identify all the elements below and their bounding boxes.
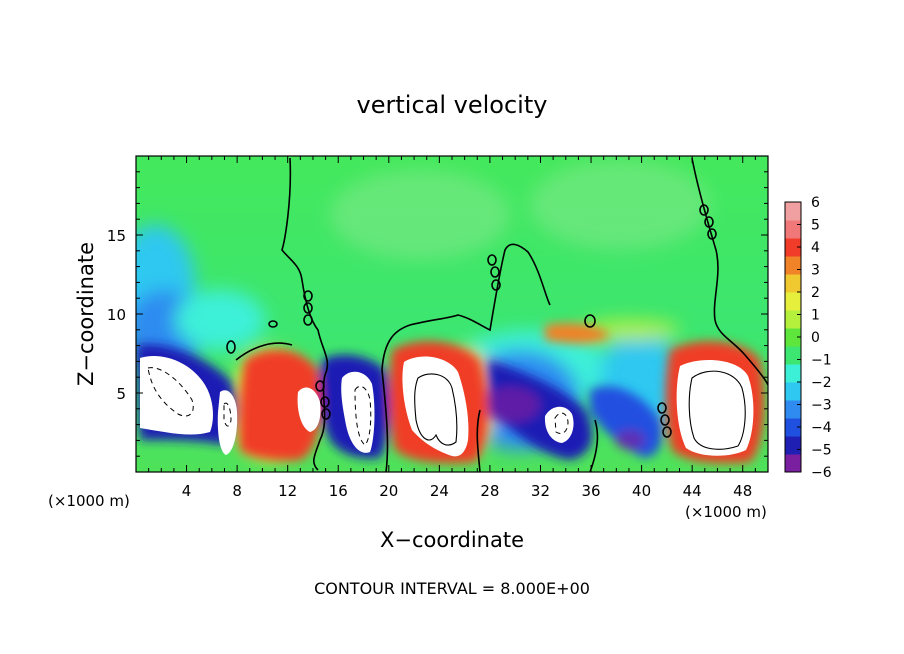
colorbar-swatch [785,418,801,437]
colorbar-swatch [785,364,801,383]
colorbar-tick-label: 1 [811,308,820,324]
colorbar-swatch [785,328,801,347]
small-contour-loop [657,402,667,414]
small-contour-loop [226,340,236,354]
colorbar-swatch [785,220,801,239]
y-axis: 5 10 15 [107,171,768,457]
y-axis-label: Z−coordinate [74,242,98,386]
updraft-region [239,349,321,461]
small-contour-loop [320,396,330,408]
y-tick-label: 5 [116,385,126,403]
x-axis-label: X−coordinate [380,528,524,552]
colorbar-swatch [785,292,801,311]
x-tick-label: 12 [278,482,297,500]
colorbar-tick-label: −2 [811,375,832,391]
x-tick-label: 16 [329,482,348,500]
x-tick-label: 4 [182,482,192,500]
small-contour-loop [660,414,670,426]
downdraft-core-outline [223,402,232,427]
colorbar-swatch [785,202,801,221]
x-tick-label: 20 [379,482,398,500]
colorbar-tick-label: −4 [811,420,832,436]
small-contour-loop [303,302,313,314]
updraft-core-left-narrow [217,390,238,455]
x-tick-label: 28 [480,482,499,500]
colorbar-tick-label: −3 [811,398,832,414]
small-contour-loop [707,228,717,240]
colorbar-swatch [785,382,801,401]
colorbar-swatch [785,346,801,365]
x-tick-label: 32 [531,482,550,500]
y-tick-label: 10 [107,306,126,324]
contour-interval-note: CONTOUR INTERVAL = 8.000E+00 [314,579,590,598]
zero-contour [281,157,329,471]
small-contour-loop [303,314,313,326]
x-tick-label: 36 [581,482,600,500]
x-axis: 4 8 12 16 20 24 28 32 36 40 44 48 [148,156,756,500]
updraft-region [545,323,610,344]
x-tick-label: 44 [683,482,702,500]
downdraft-region [480,387,540,423]
small-contour-loop [662,426,672,438]
colorbar-tick-label: −5 [811,443,832,459]
zero-contour [235,342,293,361]
colorbar-swatch [785,238,801,257]
small-contour-loop [321,408,331,420]
small-contour-loop [699,204,709,216]
downdraft-core-outline [354,385,372,446]
upper-light-area [330,170,510,260]
y-tick-label: 15 [107,227,126,245]
chart-title: vertical velocity [357,91,548,119]
zero-contour [691,157,768,386]
small-contour-loop [303,290,313,302]
zero-contour [589,419,599,472]
x-tick-label: 40 [632,482,651,500]
small-contour-loop [704,216,714,228]
colorbar-tick-label: 0 [811,330,820,346]
colorbar-tick-label: 6 [811,195,820,211]
updraft-core-left [140,356,213,435]
updraft-core-outline [688,370,746,450]
zero-contour [476,409,481,472]
colorbar-tick-label: 5 [811,218,820,234]
colorbar-swatch [785,256,801,275]
downdraft-core-center-right [544,406,574,443]
updraft-core-right [676,360,754,456]
x-unit-label-right: (×1000 m) [685,503,767,521]
small-contour-loop [491,279,501,291]
downdraft-core-center-left [341,371,375,453]
small-contour-loop [490,266,500,278]
contour-lines [147,157,768,472]
updraft-core-outline [414,373,458,446]
upper-light-area [530,160,710,250]
colorbar-swatch [785,436,801,455]
zero-contour [381,243,551,472]
colorbar-swatch [785,454,801,473]
colorbar-tick-label: −1 [811,353,832,369]
small-contour-loop [315,380,325,392]
colorbar: 6 5 4 3 2 1 0 −1 −2 −3 −4 −5 −6 [784,195,832,481]
x-unit-label-left: (×1000 m) [48,492,130,510]
colorbar-swatch [785,274,801,293]
updraft-core-center-left [297,387,321,432]
x-tick-label: 24 [430,482,449,500]
downdraft-region [615,430,645,450]
small-contour-loop [584,314,596,328]
colorbar-tick-label: −6 [811,465,832,481]
downdraft-core-outline [554,412,569,435]
left-cyan-region [175,290,265,350]
x-tick-label: 8 [232,482,242,500]
colorbar-tick-label: 2 [811,285,820,301]
colorbar-swatch [785,310,801,329]
x-tick-label: 48 [733,482,752,500]
small-contour-loop [268,320,278,328]
colorbar-tick-label: 3 [811,263,820,279]
colorbar-swatch [785,400,801,419]
colorbar-tick-label: 4 [811,240,820,256]
small-contour-loop [487,254,497,266]
plot-field [136,156,768,472]
downdraft-core-outline [147,367,194,417]
